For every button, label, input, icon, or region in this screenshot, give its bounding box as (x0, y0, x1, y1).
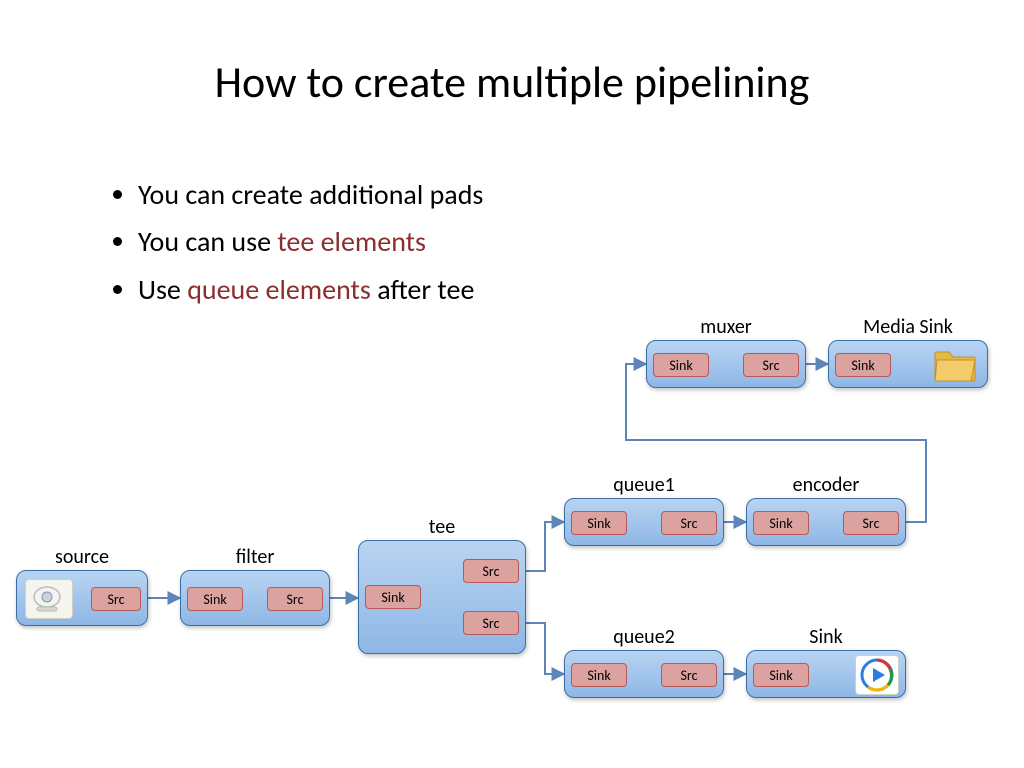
node-sink-player: Sink Sink (746, 650, 906, 698)
muxer-pad-src: Src (743, 353, 799, 377)
queue1-pad-sink: Sink (571, 511, 627, 535)
node-queue2-label: queue2 (565, 625, 723, 649)
node-media-sink: Media Sink Sink (828, 340, 988, 388)
webcam-icon (25, 579, 73, 619)
node-muxer-label: muxer (647, 315, 805, 339)
node-muxer: muxer Sink Src (646, 340, 806, 388)
queue1-pad-src: Src (661, 511, 717, 535)
node-media-sink-label: Media Sink (829, 315, 987, 339)
tee-pad-sink: Sink (365, 585, 421, 609)
node-source: source Src (16, 570, 148, 626)
node-filter-label: filter (181, 545, 329, 569)
queue2-pad-sink: Sink (571, 663, 627, 687)
edge-tee-src0-to-queue1-sink (526, 522, 564, 571)
node-encoder-label: encoder (747, 473, 905, 497)
media-sink-pad-sink: Sink (835, 353, 891, 377)
node-queue1: queue1 Sink Src (564, 498, 724, 546)
filter-pad-sink: Sink (187, 587, 243, 611)
source-pad-src: Src (91, 587, 141, 611)
media-player-icon (855, 655, 899, 695)
node-tee-label: tee (359, 515, 525, 539)
node-sink-player-label: Sink (747, 625, 905, 649)
node-queue1-label: queue1 (565, 473, 723, 497)
pipeline-diagram: source Src filter Sink Src tee Sink Src … (0, 0, 1024, 768)
tee-pad-src-1: Src (463, 611, 519, 635)
sink-player-pad-sink: Sink (753, 663, 809, 687)
folder-icon (933, 347, 977, 383)
queue2-pad-src: Src (661, 663, 717, 687)
muxer-pad-sink: Sink (653, 353, 709, 377)
encoder-pad-sink: Sink (753, 511, 809, 535)
node-source-label: source (17, 545, 147, 569)
tee-pad-src-0: Src (463, 559, 519, 583)
encoder-pad-src: Src (843, 511, 899, 535)
node-filter: filter Sink Src (180, 570, 330, 626)
edge-tee-src1-to-queue2-sink (526, 623, 564, 674)
node-queue2: queue2 Sink Src (564, 650, 724, 698)
node-tee: tee Sink Src Src (358, 540, 526, 654)
node-encoder: encoder Sink Src (746, 498, 906, 546)
filter-pad-src: Src (267, 587, 323, 611)
